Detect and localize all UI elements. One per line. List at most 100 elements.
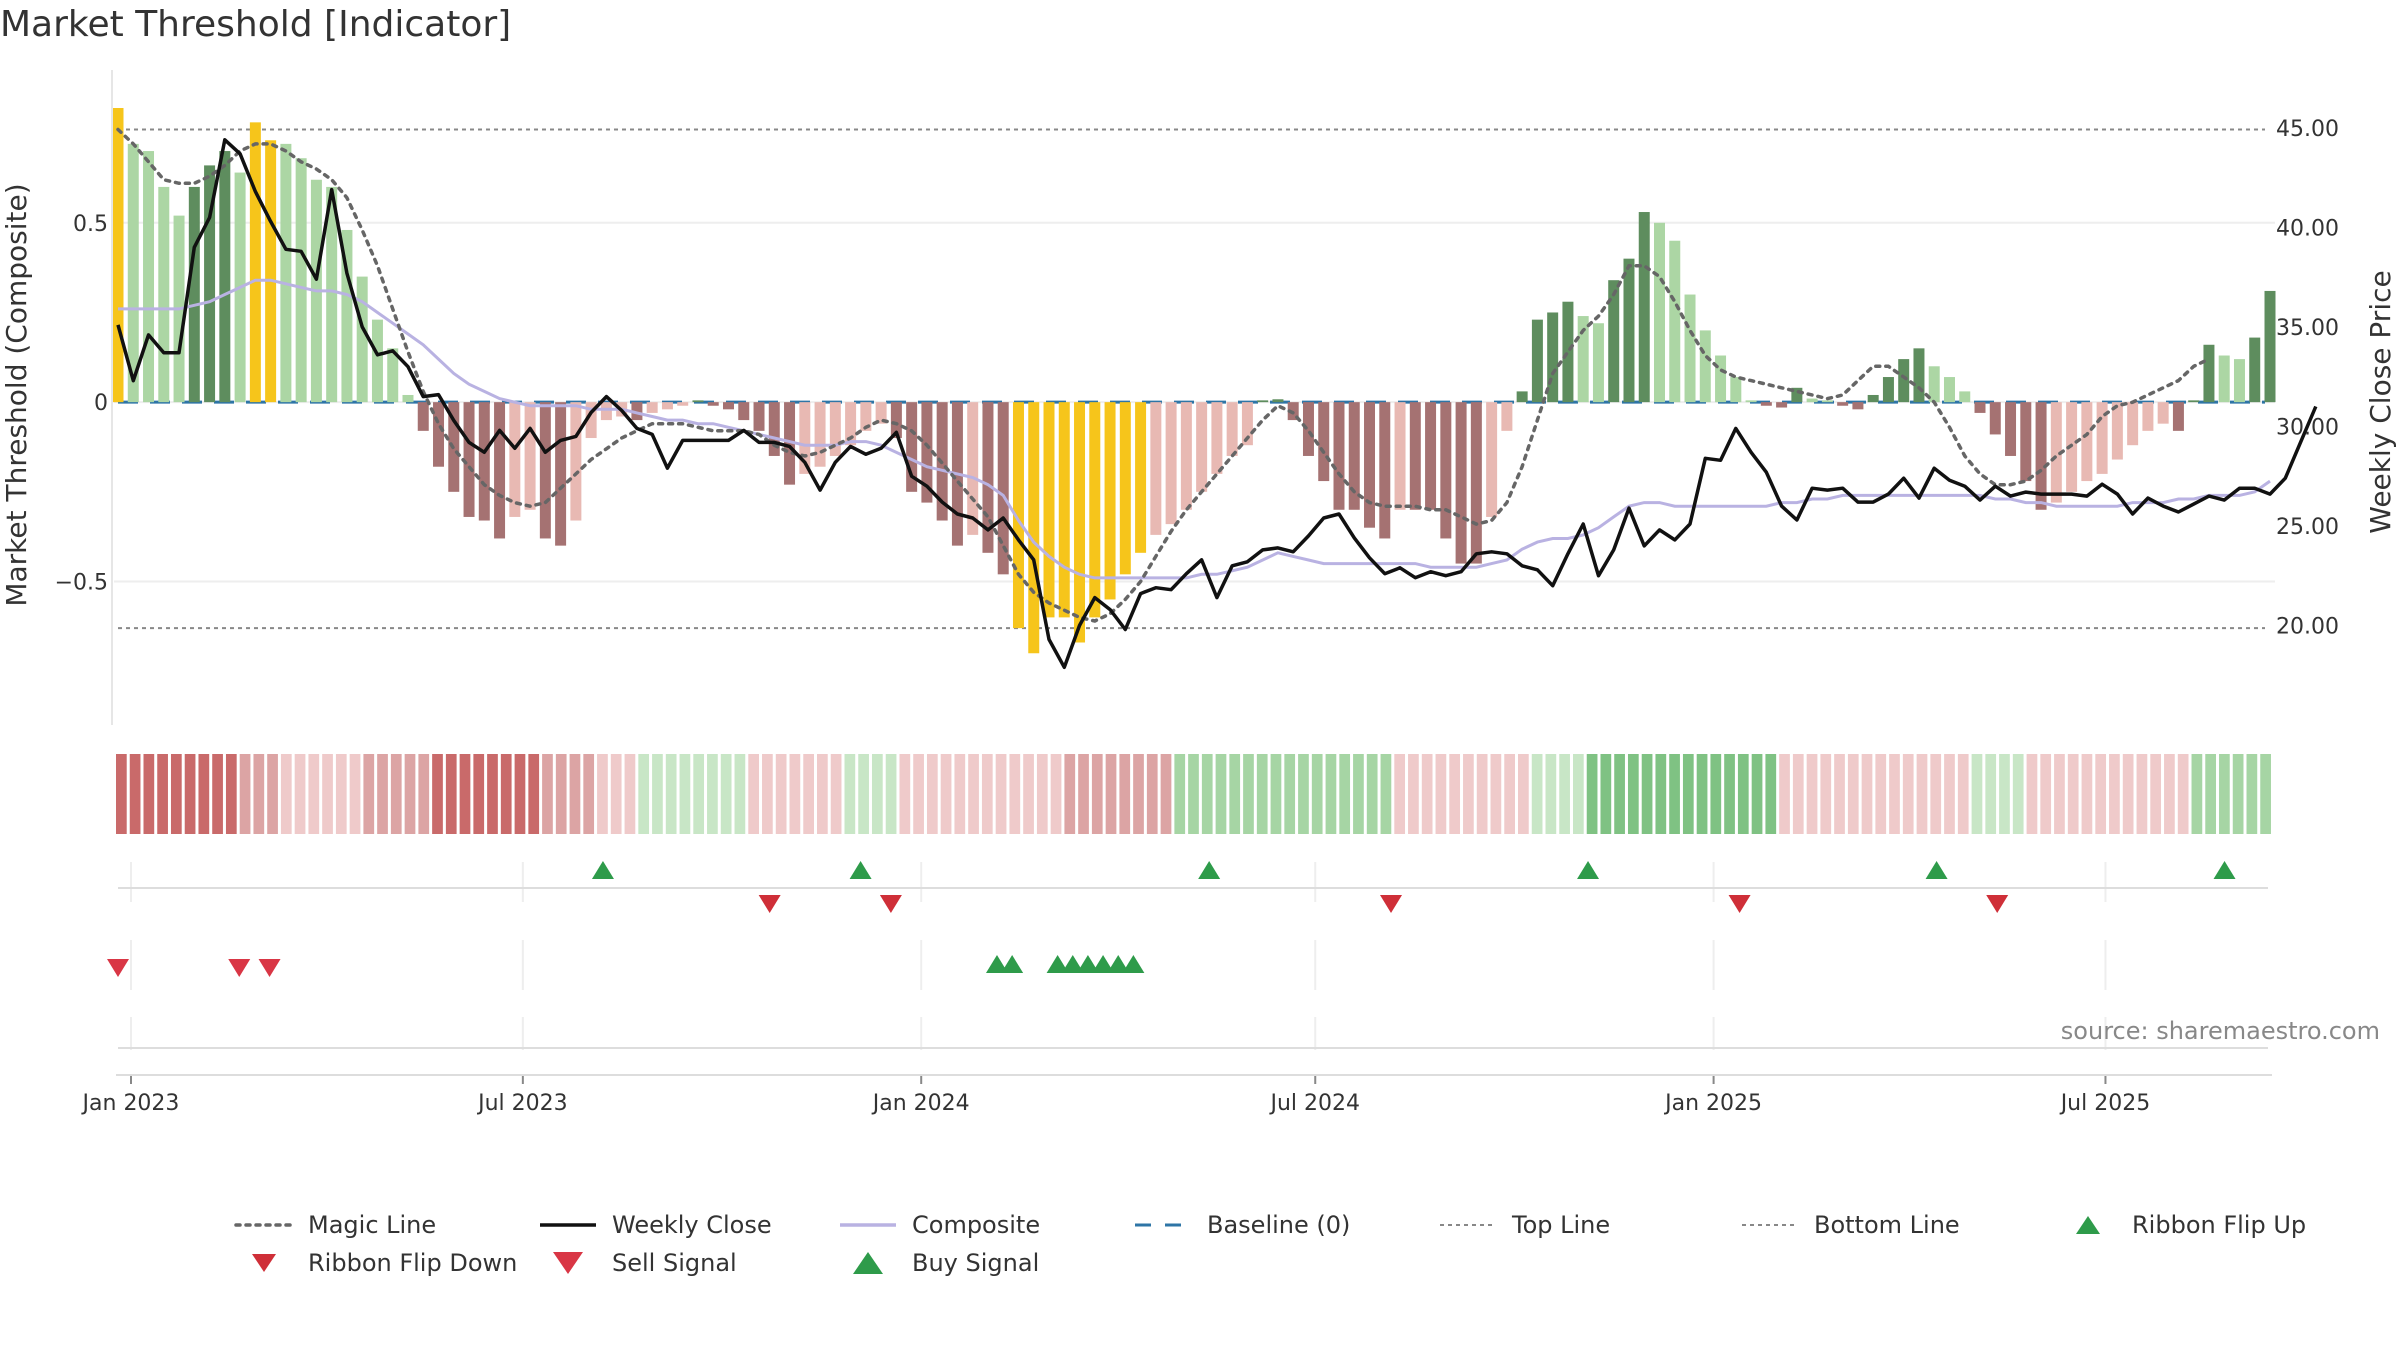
ribbon-cell [1229, 754, 1241, 834]
histogram-bars [112, 108, 2276, 654]
ribbon-cell [459, 754, 471, 834]
y-axis-title: Market Threshold (Composite) [0, 183, 33, 606]
ribbon-cell [762, 754, 773, 834]
ribbon-cell [308, 754, 320, 834]
ribbon-cell [2177, 754, 2189, 834]
ribbon-cell [597, 754, 608, 834]
ribbon-cell [1627, 754, 1639, 834]
ribbon-cell [1243, 754, 1254, 834]
histogram-bar [2111, 402, 2123, 460]
ribbon-cell [2136, 754, 2148, 834]
ribbon-cell [2164, 754, 2175, 834]
legend-swatch [2076, 1216, 2100, 1234]
histogram-bar [2218, 355, 2230, 403]
ribbon-cell [1298, 754, 1309, 834]
histogram-bar [997, 402, 1009, 575]
ribbon-cell [1160, 754, 1172, 834]
ribbon-cell [2191, 754, 2203, 834]
legend-label: Bottom Line [1814, 1211, 1960, 1239]
ribbon-flip-down-marker [879, 895, 902, 913]
histogram-bar [677, 402, 689, 406]
ribbon-cell [1669, 754, 1680, 834]
histogram-bar [1531, 319, 1543, 403]
x-tick-label: Jan 2025 [1663, 1091, 1762, 1116]
histogram-bar [1348, 402, 1360, 510]
legend-label: Weekly Close [612, 1211, 772, 1239]
histogram-bar [478, 402, 490, 521]
ribbon-cell [1765, 754, 1777, 834]
histogram-bar [2020, 402, 2032, 482]
ribbon-cell [1944, 754, 1955, 834]
histogram-bar [1791, 387, 1803, 403]
histogram-bar [1699, 330, 1711, 403]
histogram-bar [2142, 402, 2154, 431]
histogram-bar [2127, 402, 2139, 446]
ribbon-cell [2109, 754, 2120, 834]
ribbon-cell [1641, 754, 1653, 834]
ribbon-cell [170, 754, 182, 834]
ribbon-cell [404, 754, 416, 834]
ribbon-cell [844, 754, 856, 834]
ribbon-cell [157, 754, 168, 834]
histogram-bar [1165, 402, 1177, 525]
ribbon-cell [1394, 754, 1406, 834]
ribbon-cell [734, 754, 746, 834]
histogram-bar [1638, 212, 1650, 403]
ribbon-cell [1847, 754, 1859, 834]
ribbon-flip-up-marker [849, 861, 872, 879]
histogram-bar [1440, 402, 1452, 539]
buy-signal-marker [1076, 955, 1099, 973]
ribbon-cell [1078, 754, 1089, 834]
histogram-bar [1974, 402, 1986, 413]
ribbon-cell [981, 754, 993, 834]
ribbon-cell [1339, 754, 1351, 834]
legend-item: Top Line [1440, 1211, 1610, 1239]
y2-tick-label: 40.00 [2276, 216, 2339, 241]
histogram-bar [1043, 402, 1055, 618]
ribbon-cell [899, 754, 911, 834]
legend-item: Magic Line [234, 1211, 436, 1239]
histogram-bar [1211, 402, 1223, 474]
histogram-bar [2157, 402, 2169, 424]
grid-layer [114, 221, 2275, 1050]
histogram-bar [1867, 394, 1879, 403]
ribbon-cell [1531, 754, 1543, 834]
histogram-bar [829, 402, 841, 456]
histogram-bar [1852, 402, 1864, 410]
ribbon-cell [1889, 754, 1900, 834]
legend-item: Composite [840, 1211, 1040, 1239]
histogram-bar [768, 402, 780, 456]
legend-item: Sell Signal [553, 1249, 737, 1277]
ribbon-cell [624, 754, 636, 834]
ribbon-cell [363, 754, 375, 834]
histogram-bar [2035, 402, 2047, 510]
ribbon-cell [940, 754, 952, 834]
buy-signal-marker [1122, 955, 1145, 973]
ribbon-cell [1655, 754, 1667, 834]
legend-swatch [553, 1252, 583, 1274]
histogram-bar [814, 402, 826, 467]
reference-lines [118, 128, 2265, 630]
histogram-bar [1272, 399, 1284, 403]
histogram-bar [2005, 402, 2017, 456]
histogram-bar [1379, 402, 1391, 539]
histogram-bar [112, 108, 124, 403]
ribbon-cell [2067, 754, 2079, 834]
histogram-bar [600, 402, 612, 421]
ribbon-cell [2150, 754, 2162, 834]
ribbon-flip-down-marker [1380, 895, 1403, 913]
histogram-bar [341, 229, 353, 403]
ribbon-cell [1133, 754, 1144, 834]
sell-signal-marker [258, 959, 281, 977]
source-credit: source: sharemaestro.com [2061, 1017, 2380, 1045]
ribbon-cell [1724, 754, 1735, 834]
histogram-bar [1623, 258, 1635, 403]
ribbon-cell [212, 754, 223, 834]
ribbon-flip-up-marker [1925, 861, 1948, 879]
y-tick-label: 0 [94, 391, 108, 416]
y2-tick-label: 25.00 [2276, 515, 2339, 540]
ribbon-cell [2054, 754, 2065, 834]
histogram-bar [738, 402, 750, 421]
histogram-bar [1501, 402, 1513, 431]
ribbon-cell [679, 754, 691, 834]
